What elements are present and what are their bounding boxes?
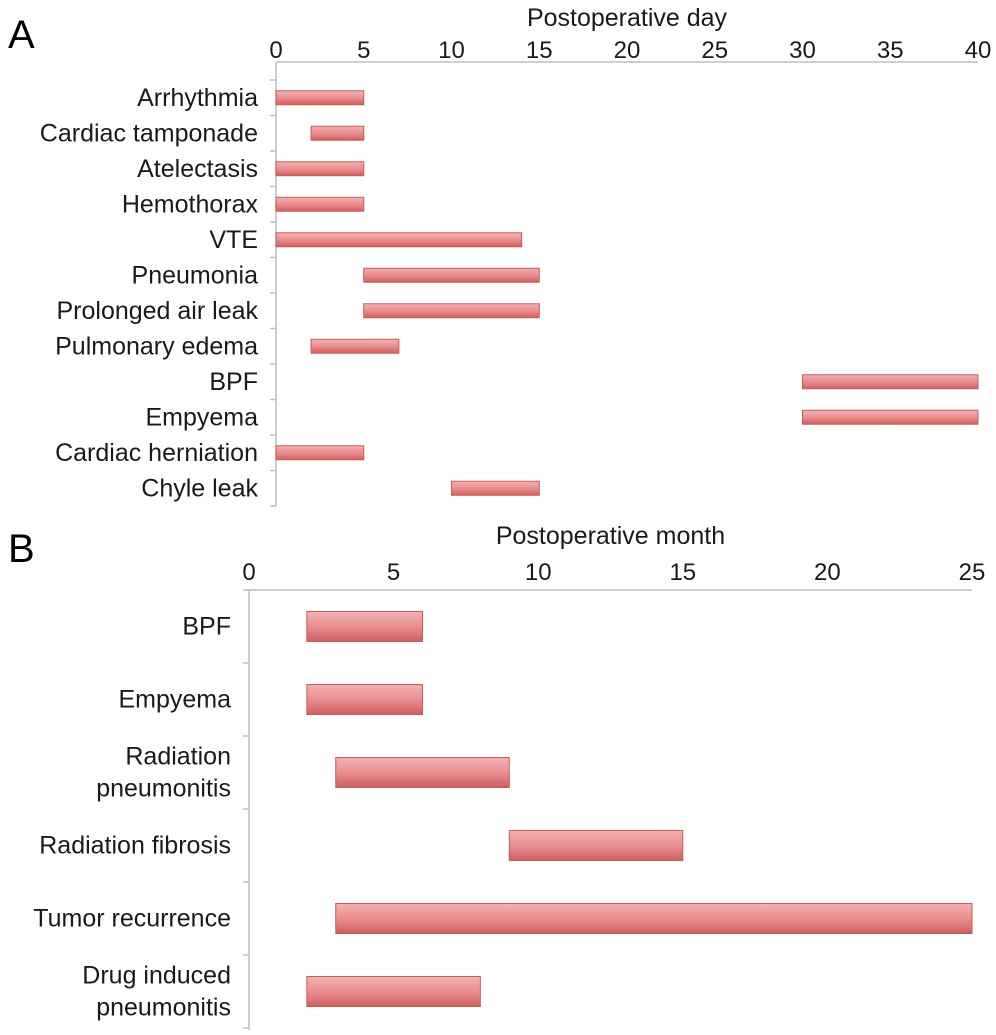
bar-empyema [802, 409, 979, 425]
bar-bpf [306, 611, 424, 642]
x-tick-label-a: 5 [357, 37, 370, 64]
category-label-drug-induced-pneumonitis: Drug induced pneumonitis [82, 962, 231, 1022]
category-label-empyema: Empyema [118, 686, 231, 714]
category-label-bpf: BPF [182, 613, 231, 641]
bar-pulmonary-edema [310, 338, 400, 354]
x-axis-title-b: Postoperative month [496, 522, 725, 550]
panel-b-chart: B Postoperative month 0 5 10 15 20 25 BPF Empyema… [8, 522, 985, 1030]
bar-hemothorax [275, 196, 365, 212]
x-tick-label-a: 35 [877, 37, 904, 64]
category-label-cardiac-tamponade: Cardiac tamponade [40, 119, 258, 147]
category-label-pneumonia: Pneumonia [132, 261, 259, 289]
x-tick-label-a: 15 [526, 37, 553, 64]
x-tick-label-a: 0 [269, 37, 282, 64]
category-label-prolonged-air-leak: Prolonged air leak [56, 297, 258, 325]
bar-atelectasis [275, 161, 365, 177]
bar-tumor-recurrence [335, 903, 973, 934]
bar-empyema [306, 684, 424, 715]
bar-cardiac-tamponade [310, 125, 365, 141]
category-label-chyle-leak: Chyle leak [141, 474, 258, 502]
bar-prolonged-air-leak [363, 303, 540, 319]
bar-bpf [802, 374, 979, 390]
bar-cardiac-herniation [275, 445, 365, 461]
category-label-empyema: Empyema [145, 403, 258, 431]
panel-a-chart: A Postoperative day 0 5 10 15 20 25 30 35 40 Arrhyt… [8, 4, 992, 507]
x-tick-label-a: 40 [965, 37, 992, 64]
category-label-pulmonary-edema: Pulmonary edema [55, 332, 258, 360]
x-tick-label-b: 20 [814, 559, 841, 586]
category-label-arrhythmia: Arrhythmia [137, 84, 258, 112]
bar-chyle-leak [451, 480, 540, 496]
category-label-tumor-recurrence: Tumor recurrence [33, 905, 231, 933]
x-tick-label-a: 30 [789, 37, 816, 64]
category-label-bpf: BPF [209, 368, 258, 396]
category-label-radiation-fibrosis: Radiation fibrosis [39, 832, 231, 860]
category-label-atelectasis: Atelectasis [137, 155, 258, 183]
bar-pneumonia [363, 267, 540, 283]
x-axis-title-a: Postoperative day [527, 4, 728, 32]
x-tick-label-a: 10 [438, 37, 465, 64]
x-tick-label-b: 10 [525, 559, 552, 586]
x-tick-label-a: 20 [614, 37, 641, 64]
bar-radiation-fibrosis [508, 830, 684, 861]
category-label-radiation-pneumonitis: Radiation pneumonitis [96, 743, 231, 803]
x-tick-label-a: 25 [701, 37, 728, 64]
category-label-hemothorax: Hemothorax [122, 190, 259, 218]
bar-vte [275, 232, 523, 248]
x-tick-label-b: 5 [387, 559, 400, 586]
bar-radiation-pneumonitis [335, 757, 510, 788]
x-tick-label-b: 25 [959, 559, 986, 586]
category-label-vte: VTE [209, 226, 258, 254]
x-tick-label-b: 0 [242, 559, 255, 586]
panel-label-a: A [8, 13, 35, 57]
panel-label-b: B [8, 527, 35, 571]
bar-arrhythmia [275, 90, 365, 106]
category-label-cardiac-herniation: Cardiac herniation [55, 439, 258, 467]
bar-drug-induced-pneumonitis [306, 976, 481, 1007]
x-tick-label-b: 15 [669, 559, 696, 586]
